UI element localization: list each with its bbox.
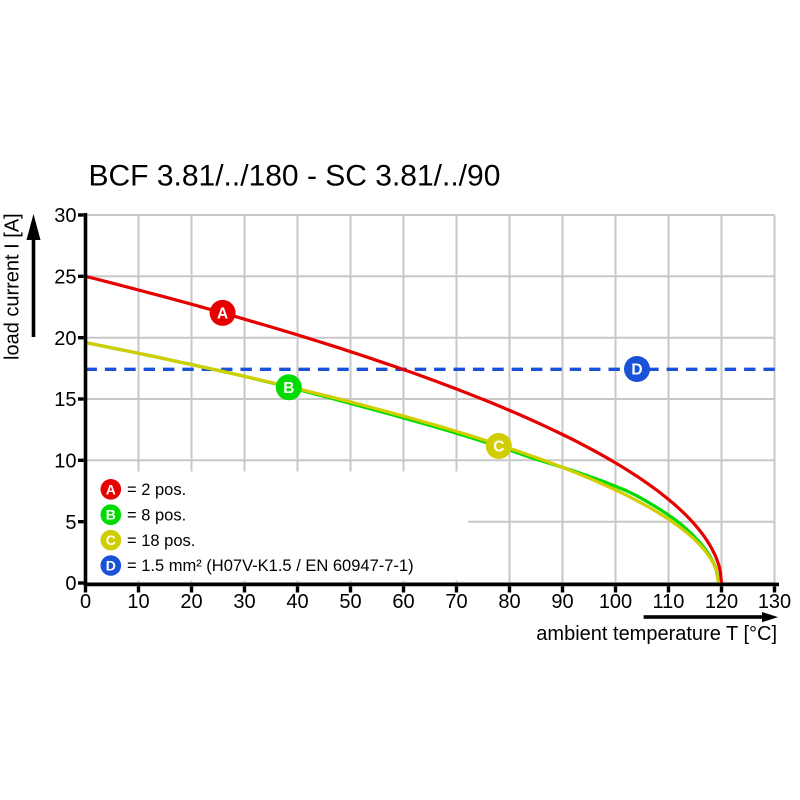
svg-text:70: 70 [445,591,467,613]
svg-text:10: 10 [127,591,149,613]
svg-text:5: 5 [65,512,76,534]
svg-text:20: 20 [180,591,202,613]
svg-text:40: 40 [286,591,308,613]
svg-text:ambient temperature T [°C]: ambient temperature T [°C] [536,623,777,645]
svg-text:90: 90 [551,591,573,613]
svg-text:BCF 3.81/../180 - SC 3.81/../9: BCF 3.81/../180 - SC 3.81/../90 [89,160,501,193]
svg-text:30: 30 [54,205,76,227]
svg-text:50: 50 [339,591,361,613]
svg-text:= 8 pos.: = 8 pos. [127,506,186,524]
svg-text:A: A [106,481,116,497]
svg-text:15: 15 [54,389,76,411]
svg-text:130: 130 [758,591,791,613]
svg-text:25: 25 [54,267,76,289]
svg-text:110: 110 [653,591,685,613]
svg-text:A: A [217,306,228,323]
svg-text:20: 20 [54,328,76,350]
svg-text:D: D [106,558,116,574]
svg-text:B: B [106,507,116,523]
svg-text:0: 0 [80,591,91,613]
svg-text:= 2 pos.: = 2 pos. [127,481,186,499]
svg-text:load current I [A]: load current I [A] [2,213,24,360]
svg-text:10: 10 [54,451,76,473]
svg-text:B: B [283,380,294,397]
svg-text:30: 30 [233,591,255,613]
svg-text:= 1.5 mm² (H07V-K1.5 / EN 6094: = 1.5 mm² (H07V-K1.5 / EN 60947-7-1) [127,557,414,575]
svg-text:80: 80 [498,591,520,613]
svg-text:C: C [493,439,504,456]
svg-text:120: 120 [705,591,738,613]
svg-text:C: C [106,532,116,548]
svg-text:D: D [631,362,642,379]
svg-text:60: 60 [392,591,414,613]
svg-text:0: 0 [65,573,76,595]
svg-text:100: 100 [599,591,632,613]
svg-text:= 18 pos.: = 18 pos. [127,532,195,550]
